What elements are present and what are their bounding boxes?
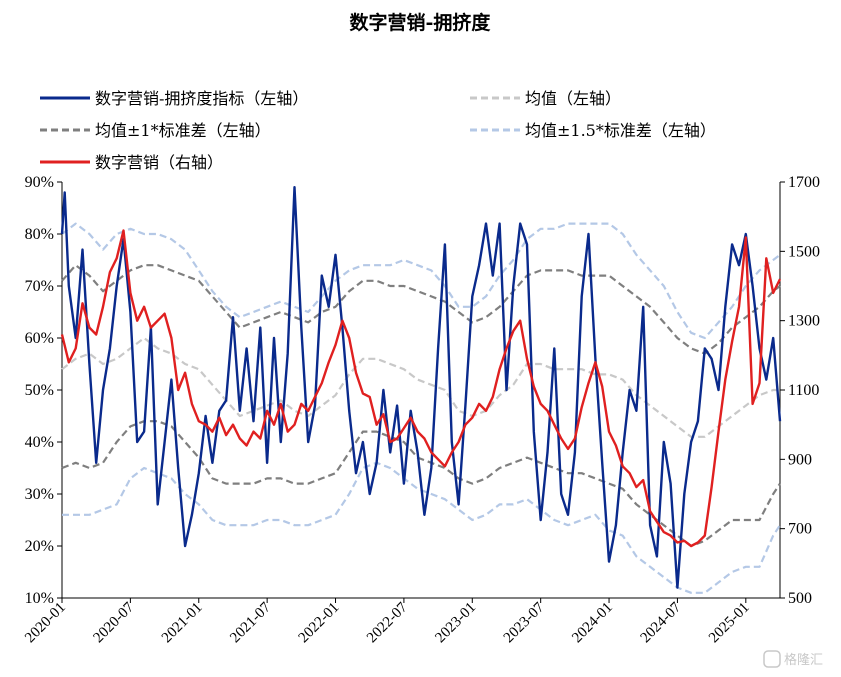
x-tick-label: 2025-01 xyxy=(706,600,753,647)
right-tick-label: 1100 xyxy=(788,382,819,399)
left-tick-label: 50% xyxy=(25,382,54,399)
x-tick-label: 2020-07 xyxy=(91,599,138,646)
legend-label-sd15: 均值±1.5*标准差（左轴） xyxy=(525,121,716,140)
series-line-0 xyxy=(60,185,782,589)
left-tick-label: 40% xyxy=(25,434,54,451)
left-tick-label: 70% xyxy=(25,278,54,295)
series-line-6 xyxy=(62,461,781,594)
left-tick-label: 20% xyxy=(25,538,54,555)
legend-item-mean: 均值（左轴） xyxy=(470,89,621,108)
right-tick-label: 1500 xyxy=(788,243,820,260)
right-tick-label: 900 xyxy=(788,451,812,468)
watermark-logo-icon xyxy=(763,650,781,668)
legend-label-sd1: 均值±1*标准差（左轴） xyxy=(95,121,271,140)
x-tick-label: 2021-01 xyxy=(159,600,206,647)
legend-label-crowd: 数字营销-拥挤度指标（左轴） xyxy=(95,89,308,108)
legend: 数字营销-拥挤度指标（左轴） 均值（左轴） 均值±1*标准差（左轴） 均值±1.… xyxy=(40,89,716,172)
chart-title: 数字营销-拥挤度 xyxy=(350,11,492,34)
x-tick-label: 2024-01 xyxy=(569,600,616,647)
x-tick-label: 2023-01 xyxy=(432,600,479,647)
left-tick-label: 30% xyxy=(25,486,54,503)
series-line-5 xyxy=(61,222,781,340)
left-tick-label: 90% xyxy=(25,174,54,191)
x-tick-label: 2023-07 xyxy=(501,599,548,646)
right-tick-label: 700 xyxy=(788,521,812,538)
right-tick-label: 1700 xyxy=(788,174,820,191)
series-line-1 xyxy=(60,229,782,548)
x-tick-label: 2021-07 xyxy=(227,599,274,646)
legend-item-index: 数字营销（右轴） xyxy=(40,153,223,172)
legend-label-index: 数字营销（右轴） xyxy=(95,153,223,172)
right-axis-ticks: 500 700 900 1100 1300 1500 1700 xyxy=(780,174,820,607)
x-tick-label: 2024-07 xyxy=(638,599,685,646)
left-tick-label: 80% xyxy=(25,226,54,243)
x-tick-label: 2022-07 xyxy=(364,599,411,646)
right-tick-label: 500 xyxy=(788,590,812,607)
legend-item-sd15: 均值±1.5*标准差（左轴） xyxy=(470,121,716,140)
series-line-4 xyxy=(61,420,781,548)
legend-label-mean: 均值（左轴） xyxy=(525,89,621,108)
x-axis-ticks: 2020-01 2020-07 2021-01 2021-07 2022-01 2022-… xyxy=(22,598,753,647)
series-line-3 xyxy=(61,264,781,355)
right-tick-label: 1300 xyxy=(788,313,820,330)
legend-item-crowd: 数字营销-拥挤度指标（左轴） xyxy=(40,89,308,108)
x-tick-label: 2022-01 xyxy=(296,600,343,647)
watermark: 格隆汇 xyxy=(763,650,823,668)
watermark-text: 格隆汇 xyxy=(784,652,823,668)
left-tick-label: 60% xyxy=(25,330,54,347)
left-tick-label: 10% xyxy=(25,590,54,607)
left-axis-ticks: 10% 20% 30% 40% 50% 60% 70% 80% 90% xyxy=(25,174,62,607)
series-layer xyxy=(60,185,782,594)
series-line-2 xyxy=(61,336,780,438)
legend-item-sd1: 均值±1*标准差（左轴） xyxy=(40,121,271,140)
